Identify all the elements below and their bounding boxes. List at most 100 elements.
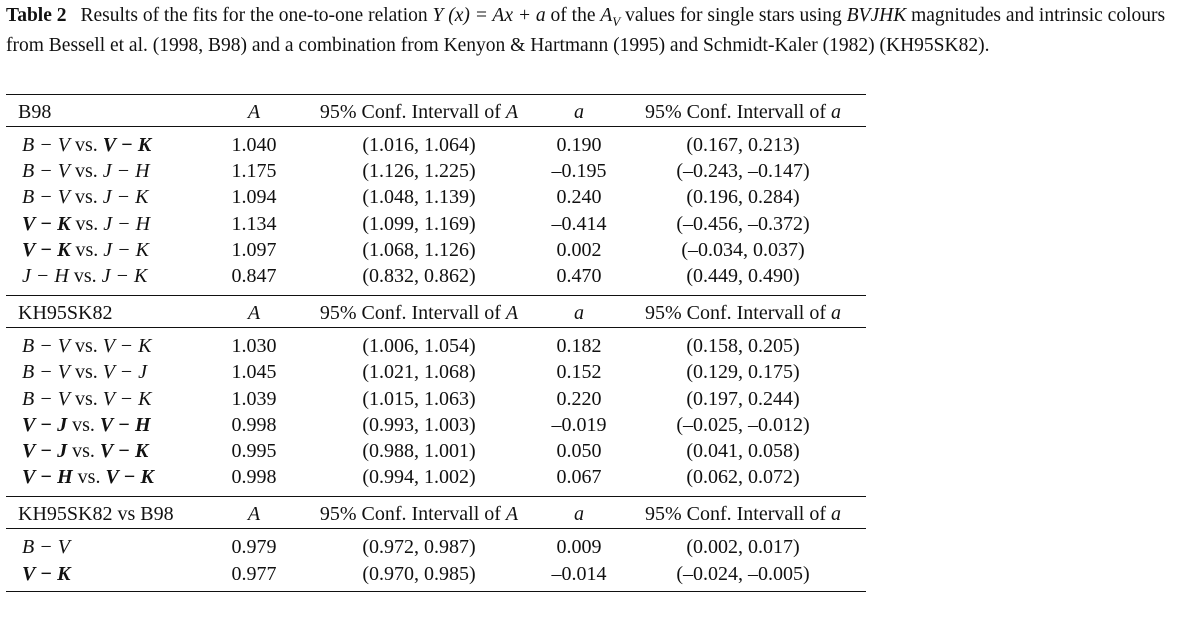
section-header-row: KH95SK82 A 95% Conf. Intervall of A a 95% Co… (0, 300, 900, 326)
table-row: V − J vs. V − K 0.995 (0.988, 1.001) 0.050 (… (0, 438, 900, 464)
relation-label: B − V vs. J − K (22, 186, 149, 209)
value-a: –0.019 (551, 413, 607, 436)
value-A: 1.094 (231, 186, 277, 209)
table-row: V − K vs. J − H 1.134 (1.099, 1.169) –0.414… (0, 211, 900, 237)
value-ci-a: (0.449, 0.490) (686, 265, 800, 287)
column-header-ci-a: 95% Conf. Intervall of a (644, 101, 842, 123)
value-A: 1.134 (231, 212, 277, 235)
value-a: 0.002 (556, 238, 602, 261)
relation-label: B − V vs. V − K (22, 134, 152, 156)
value-ci-A: (0.970, 0.985) (362, 562, 476, 585)
caption-math-bands: BVJHK (846, 5, 907, 26)
table-rule-mid (6, 327, 866, 329)
table-rule-top (6, 94, 866, 95)
caption-text: Results of the fits for the one-to-one r… (80, 5, 433, 26)
value-ci-a: (0.002, 0.017) (686, 536, 800, 559)
relation-label: B − V vs. J − H (22, 160, 150, 183)
table-row: V − K 0.977 (0.970, 0.985) –0.014 (–0.024, –… (0, 561, 900, 587)
table-row: V − K vs. J − K 1.097 (1.068, 1.126) 0.002 (… (0, 237, 900, 263)
value-A: 1.039 (231, 387, 277, 410)
table-row: V − J vs. V − H 0.998 (0.993, 1.003) –0.019… (0, 412, 900, 438)
value-ci-a: (–0.034, 0.037) (681, 238, 805, 261)
value-A: 0.995 (231, 440, 277, 462)
table-row: B − V vs. V − J 1.045 (1.021, 1.068) 0.152 (… (0, 359, 900, 385)
value-ci-A: (0.993, 1.003) (362, 413, 476, 436)
table-label: Table 2 (6, 5, 67, 26)
table-row: V − H vs. V − K 0.998 (0.994, 1.002) 0.067 (… (0, 464, 900, 490)
value-ci-a: (–0.024, –0.005) (676, 562, 810, 585)
value-ci-A: (1.021, 1.068) (362, 361, 476, 384)
table-row: B − V vs. V − K 1.040 (1.016, 1.064) 0.190 (… (0, 132, 900, 158)
table-row: B − V vs. J − K 1.094 (1.048, 1.139) 0.240 (… (0, 184, 900, 210)
table-caption: Table 2 Results of the fits for the one-t… (6, 4, 1196, 58)
value-A: 0.979 (231, 536, 277, 559)
value-a: 0.240 (556, 186, 602, 209)
section-header-row: KH95SK82 vs B98 A 95% Conf. Intervall of A… (0, 501, 900, 527)
relation-label: V − K (22, 562, 71, 585)
column-header-ci-A: 95% Conf. Intervall of A (319, 302, 519, 325)
value-a: –0.195 (551, 160, 607, 183)
column-header-ci-a: 95% Conf. Intervall of a (644, 302, 842, 325)
value-ci-A: (0.832, 0.862) (362, 265, 476, 287)
column-header-A: A (247, 101, 261, 123)
relation-label: B − V vs. V − J (22, 361, 147, 384)
relation-label: V − J vs. V − H (22, 413, 151, 436)
column-header-a: a (574, 302, 584, 325)
caption-text: values for single stars using (620, 5, 847, 26)
table-rule-top (6, 496, 866, 498)
column-header-ci-A: 95% Conf. Intervall of A (319, 101, 519, 123)
table-rule-bottom (6, 590, 866, 592)
table-rule-mid (6, 126, 866, 127)
section-header-row: B98 A 95% Conf. Intervall of A a 95% Conf. I… (0, 99, 900, 125)
table-row: B − V 0.979 (0.972, 0.987) 0.009 (0.002, 0.0… (0, 534, 900, 560)
value-A: 0.977 (231, 562, 277, 585)
table-rule-top (6, 295, 866, 297)
column-header-A: A (247, 302, 261, 325)
value-A: 0.847 (231, 265, 277, 287)
table-row: B − V vs. V − K 1.039 (1.015, 1.063) 0.220 (… (0, 386, 900, 412)
value-ci-a: (0.062, 0.072) (686, 466, 800, 489)
value-a: 0.067 (556, 466, 602, 489)
value-ci-a: (–0.243, –0.147) (676, 160, 810, 183)
value-A: 0.998 (231, 466, 277, 489)
value-a: 0.152 (556, 361, 602, 384)
value-a: 0.220 (556, 387, 602, 410)
value-ci-a: (0.167, 0.213) (686, 134, 800, 156)
value-ci-a: (0.197, 0.244) (686, 387, 800, 410)
value-ci-A: (1.016, 1.064) (362, 134, 476, 156)
relation-label: V − K vs. J − H (22, 212, 151, 235)
caption-text: magnitudes and intrinsic colours from Be… (6, 5, 1166, 56)
table-rule-mid (6, 528, 866, 530)
value-A: 1.175 (231, 160, 277, 183)
relation-label: J − H vs. J − K (22, 265, 148, 287)
section-title: B98 (18, 101, 52, 123)
caption-math-av: AV (600, 5, 621, 29)
value-a: –0.014 (551, 562, 607, 585)
value-ci-A: (0.988, 1.001) (362, 440, 476, 462)
value-ci-A: (1.126, 1.225) (362, 160, 476, 183)
value-A: 0.998 (231, 413, 277, 436)
value-ci-a: (–0.025, –0.012) (676, 413, 810, 436)
value-ci-A: (0.994, 1.002) (362, 466, 476, 489)
relation-label: B − V vs. V − K (22, 387, 152, 410)
value-a: 0.470 (556, 265, 602, 287)
relation-label: V − H vs. V − K (22, 466, 154, 489)
table-row: B − V vs. J − H 1.175 (1.126, 1.225) –0.195… (0, 158, 900, 184)
value-A: 1.030 (231, 335, 277, 358)
caption-math-relation: Y (x) = Ax + a (432, 5, 546, 26)
value-a: –0.414 (551, 212, 607, 235)
value-ci-a: (0.129, 0.175) (686, 361, 800, 384)
value-a: 0.009 (556, 536, 602, 559)
column-header-ci-a: 95% Conf. Intervall of a (644, 503, 842, 526)
value-ci-a: (–0.456, –0.372) (676, 212, 810, 235)
relation-label: V − J vs. V − K (22, 440, 149, 462)
table-row: J − H vs. J − K 0.847 (0.832, 0.862) 0.470 (… (0, 263, 900, 289)
value-ci-a: (0.196, 0.284) (686, 186, 800, 209)
table-row: B − V vs. V − K 1.030 (1.006, 1.054) 0.182 (… (0, 333, 900, 359)
value-A: 1.040 (231, 134, 277, 156)
value-ci-A: (1.099, 1.169) (362, 212, 476, 235)
column-header-a: a (574, 101, 584, 123)
section-title: KH95SK82 vs B98 (18, 503, 174, 526)
value-a: 0.182 (556, 335, 602, 358)
section-title: KH95SK82 (18, 302, 113, 325)
